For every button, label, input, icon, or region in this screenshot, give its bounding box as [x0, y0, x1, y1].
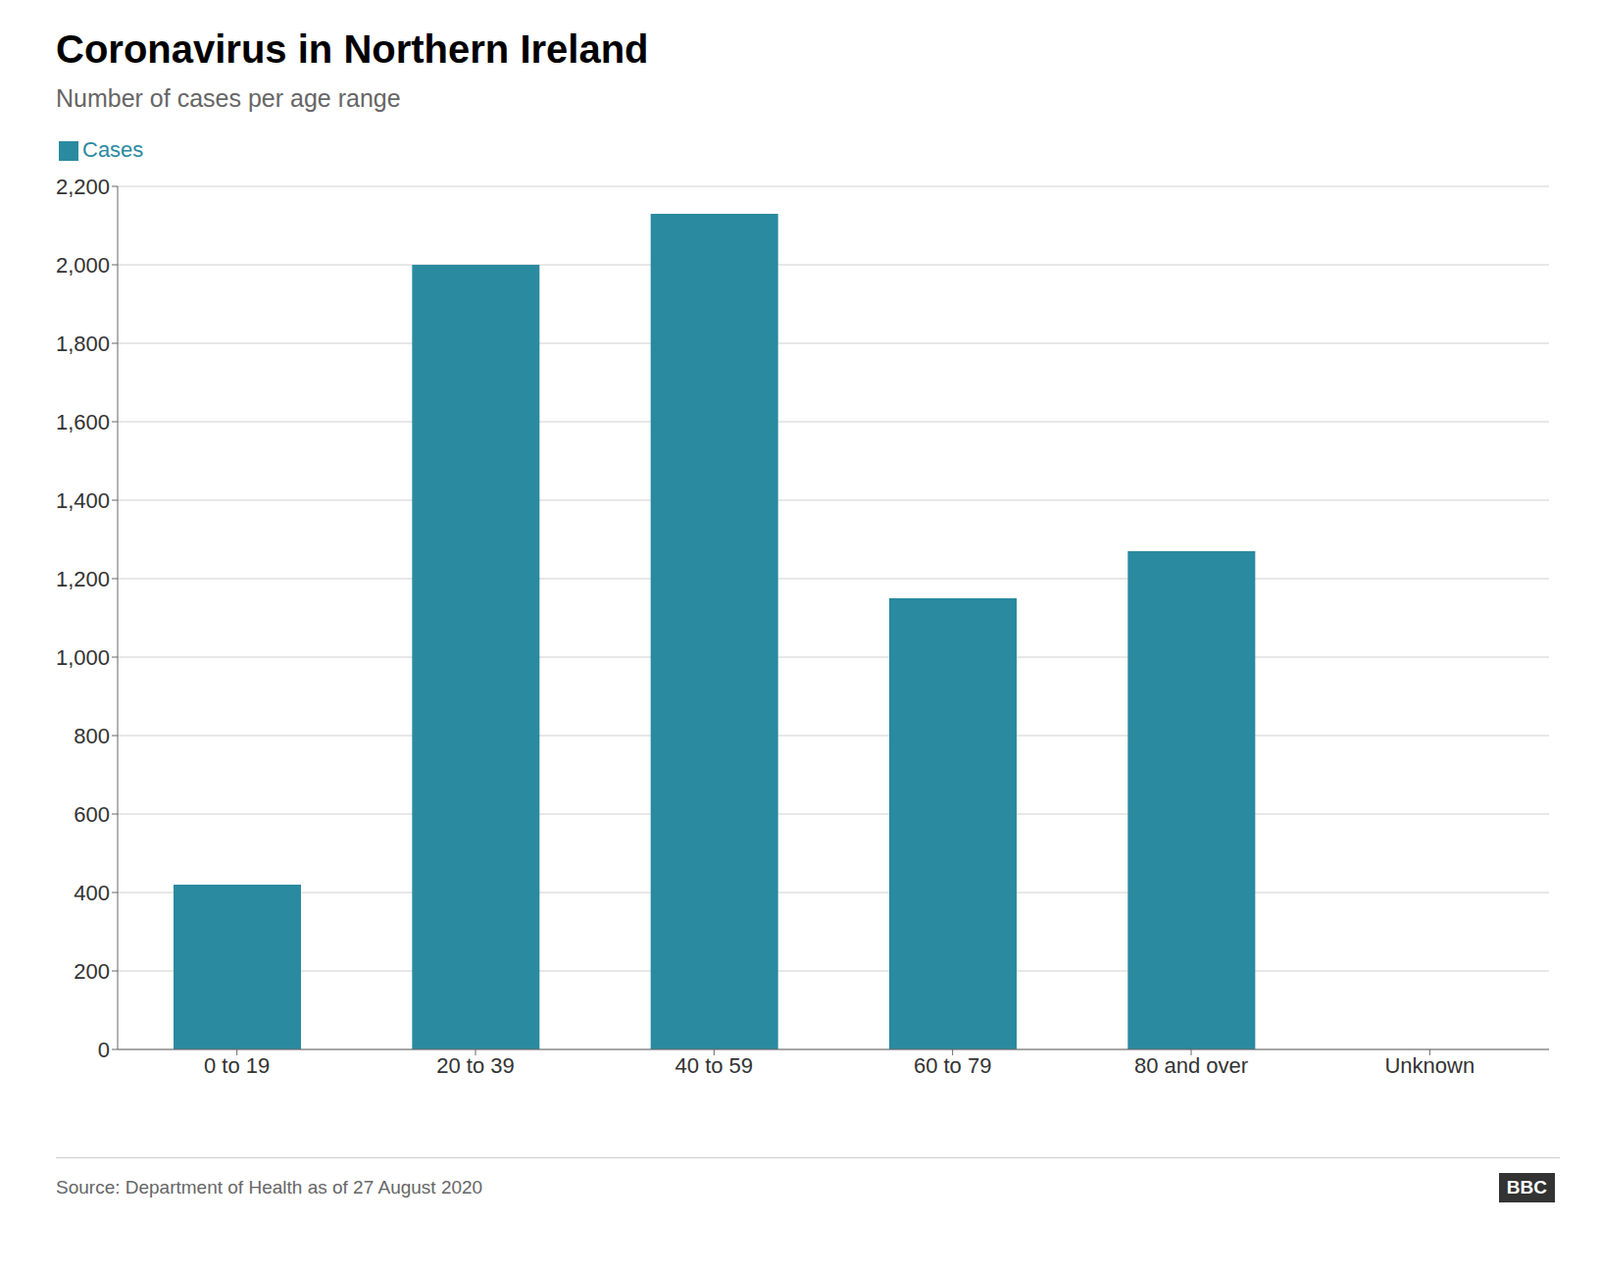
svg-text:80 and over: 80 and over: [1134, 1052, 1249, 1078]
svg-text:800: 800: [73, 723, 110, 749]
svg-text:0 to 19: 0 to 19: [203, 1052, 270, 1078]
svg-text:40 to 59: 40 to 59: [675, 1052, 754, 1078]
svg-text:2,000: 2,000: [55, 252, 110, 278]
svg-text:1,200: 1,200: [55, 566, 110, 592]
html-text:Cases: Cases: [82, 137, 144, 162]
html-text:Coronavirus in Northern Irelan: Coronavirus in Northern Ireland: [55, 27, 649, 71]
svg-text:0: 0: [98, 1037, 110, 1062]
svg-text:1,600: 1,600: [55, 409, 110, 435]
svg-text:1,000: 1,000: [55, 645, 110, 670]
svg-text:1,400: 1,400: [55, 488, 110, 513]
svg-text:200: 200: [73, 958, 110, 984]
html-text:Source: Department of Health a: Source: Department of Health as of 27 Au…: [55, 1176, 483, 1198]
svg-text:2,200: 2,200: [55, 174, 110, 200]
svg-text:400: 400: [73, 880, 110, 905]
svg-text:1,800: 1,800: [55, 331, 110, 356]
svg-text:600: 600: [73, 801, 110, 827]
html-text:BBC: BBC: [1506, 1176, 1548, 1198]
svg-text:60 to 79: 60 to 79: [913, 1052, 993, 1078]
html-text:Number of cases per age range: Number of cases per age range: [55, 84, 401, 112]
svg-text:Unknown: Unknown: [1384, 1052, 1475, 1078]
svg-text:20 to 39: 20 to 39: [436, 1052, 515, 1078]
